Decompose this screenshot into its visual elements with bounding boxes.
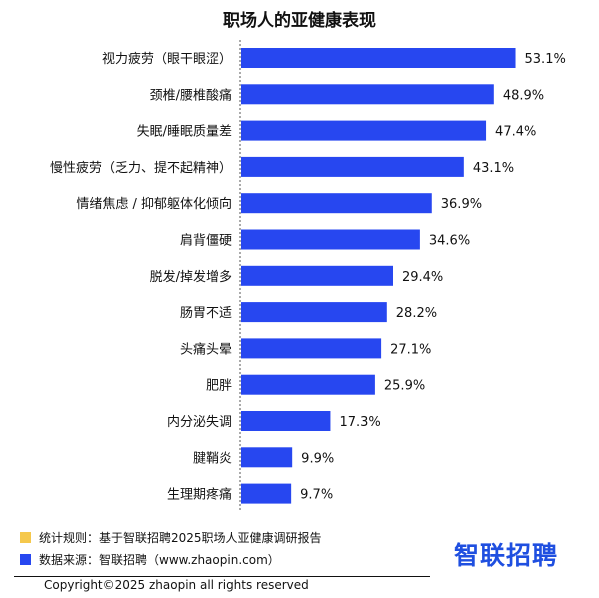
bar — [241, 193, 432, 214]
bar — [241, 48, 516, 68]
value-label: 9.7% — [300, 488, 333, 503]
category-label: 失眠/睡眠质量差 — [137, 125, 232, 140]
value-label: 27.1% — [390, 342, 431, 357]
bar — [241, 338, 382, 359]
value-label: 36.9% — [441, 197, 482, 212]
bar — [241, 447, 293, 468]
zhaopin-logo: 智联招聘 — [454, 541, 559, 570]
bar — [241, 302, 387, 323]
category-label: 慢性疲劳（乏力、提不起精神） — [50, 160, 232, 176]
bar — [241, 483, 292, 504]
bar-chart: 视力疲劳（眼干眼涩） 53.1% 颈椎/腰椎酸痛 48.9% 失眠/睡眠质量差 47.4%… — [50, 40, 566, 510]
note-source: 数据来源：智联招聘（www.zhaopin.com） — [20, 550, 322, 568]
bar — [241, 229, 420, 250]
copyright-text: Copyright©2025 zhaopin all rights reserv… — [44, 578, 309, 592]
value-label: 17.3% — [339, 415, 380, 430]
category-label: 肥胖 — [206, 379, 232, 394]
value-label: 34.6% — [429, 234, 470, 249]
bar — [241, 156, 464, 177]
rules-marker — [20, 531, 31, 543]
category-label: 脱发/掉发增多 — [150, 269, 232, 285]
footer-notes: 统计规则：基于智联招聘2025职场人亚健康调研报告 数据来源：智联招聘（www.… — [20, 528, 322, 572]
category-label: 视力疲劳（眼干眼涩） — [102, 51, 232, 67]
value-label: 25.9% — [384, 379, 425, 394]
value-label: 9.9% — [301, 451, 334, 466]
bar — [241, 84, 494, 105]
chart-title: 职场人的亚健康表现 — [223, 11, 376, 31]
note-rules-text: 统计规则：基于智联招聘2025职场人亚健康调研报告 — [39, 530, 322, 545]
note-source-text: 数据来源：智联招聘（www.zhaopin.com） — [39, 552, 280, 567]
category-label: 情绪焦虑 / 抑郁躯体化倾向 — [76, 196, 232, 212]
note-rules: 统计规则：基于智联招聘2025职场人亚健康调研报告 — [20, 528, 322, 546]
footer-divider — [14, 576, 430, 577]
source-marker — [20, 553, 31, 565]
value-label: 28.2% — [396, 306, 437, 321]
value-label: 48.9% — [503, 88, 544, 103]
bar — [241, 265, 393, 286]
value-label: 43.1% — [473, 161, 514, 176]
bar — [241, 374, 375, 395]
bar — [241, 411, 331, 431]
category-label: 肠胃不适 — [180, 306, 232, 321]
bar — [241, 120, 487, 141]
category-label: 颈椎/腰椎酸痛 — [150, 87, 232, 103]
value-label: 53.1% — [525, 52, 566, 67]
value-label: 29.4% — [402, 270, 443, 285]
value-label: 47.4% — [495, 125, 536, 140]
category-label: 头痛头晕 — [180, 341, 232, 357]
category-label: 肩背僵硬 — [180, 233, 232, 249]
category-label: 内分泌失调 — [167, 414, 232, 430]
category-label: 生理期疼痛 — [167, 487, 232, 503]
category-label: 腱鞘炎 — [193, 451, 232, 466]
